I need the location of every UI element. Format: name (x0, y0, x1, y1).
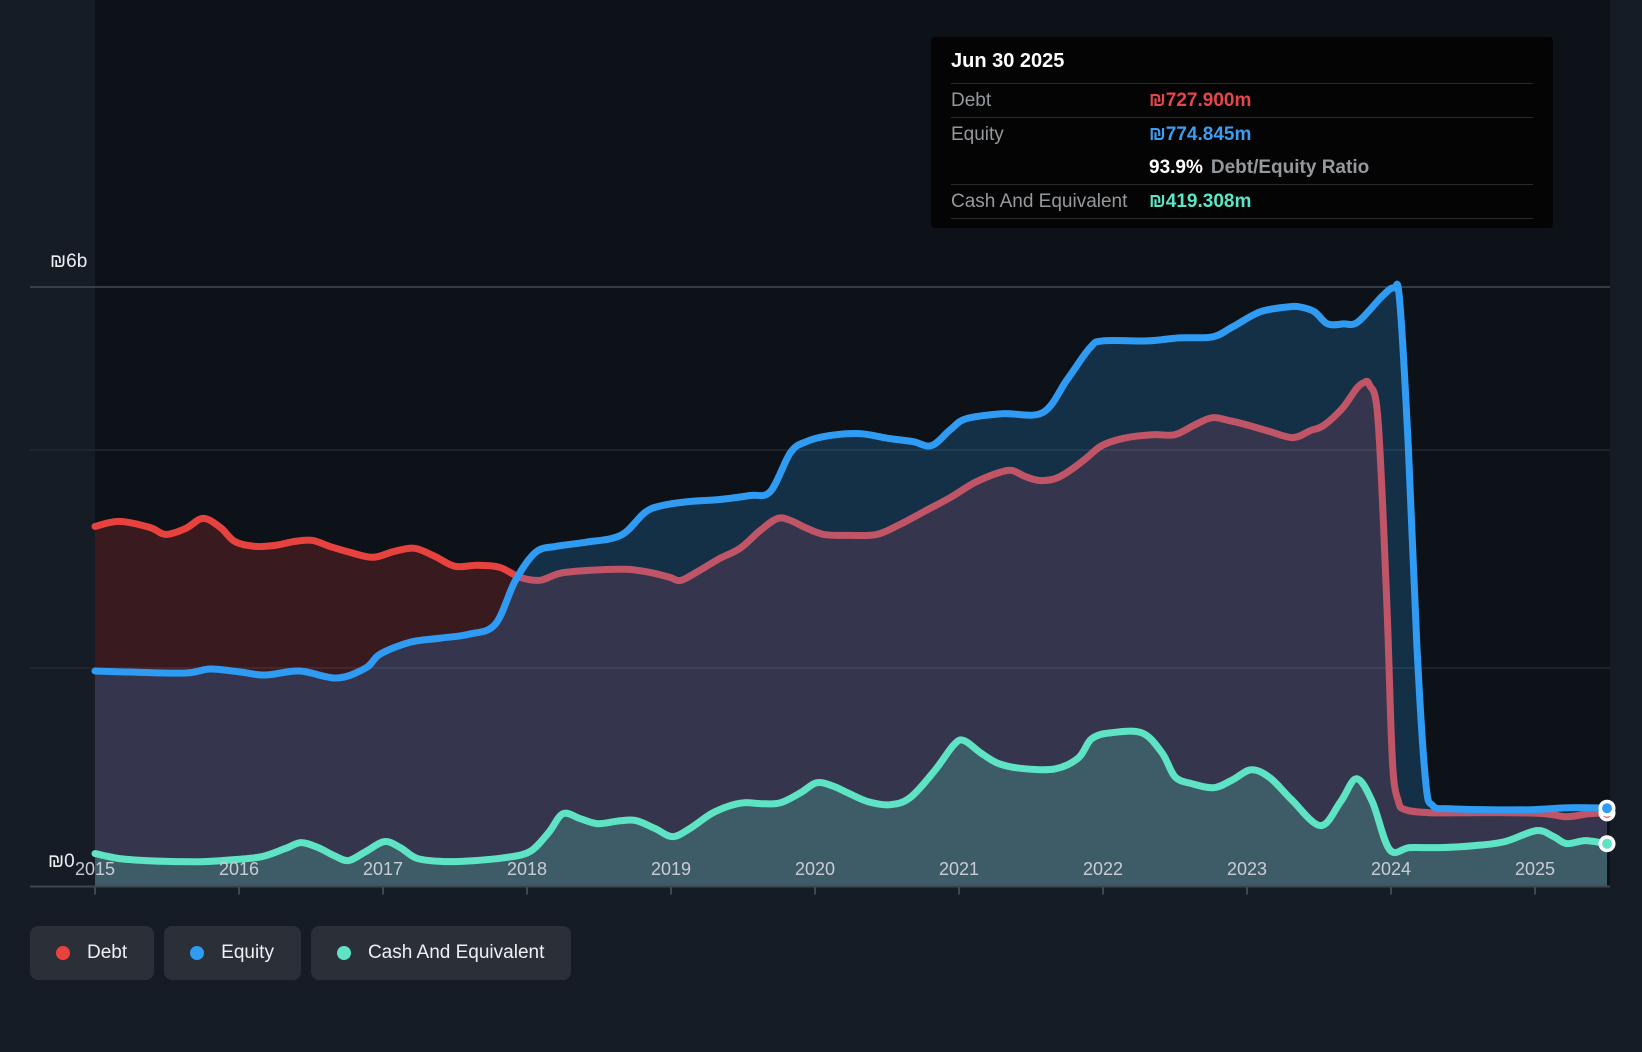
series-line-equity (91, 280, 1611, 814)
tooltip-ratio-label: Debt/Equity Ratio (1210, 156, 1370, 178)
x-axis-label-2024: 2024 (1370, 859, 1412, 879)
tooltip-debt-value: ₪727.900m (1149, 89, 1252, 111)
legend-pill-cash[interactable]: Cash And Equivalent (310, 926, 572, 980)
legend-pill-debt[interactable]: Debt (30, 926, 155, 980)
tooltip-equity-label: Equity (951, 123, 1004, 145)
legend: Debt Equity Cash And Equivalent (30, 926, 572, 980)
x-axis-label-2015: 2015 (74, 859, 116, 879)
legend-debt-label: Debt (87, 942, 128, 963)
x-axis-label-2020: 2020 (794, 859, 836, 879)
debt-series-dot-icon (56, 946, 70, 960)
x-axis-label-2018: 2018 (506, 859, 548, 879)
series-area-debt (95, 381, 1607, 886)
cash-series-dot-icon (336, 946, 351, 960)
y-axis-label-6b: ₪6b (50, 251, 88, 272)
x-axis-label-2022: 2022 (1082, 859, 1124, 879)
tooltip-date: Jun 30 2025 (951, 37, 1533, 84)
x-axis-label-2017: 2017 (362, 859, 404, 879)
series-area-cash-and-equivalent (95, 731, 1607, 886)
y-axis-label-0: ₪0 (48, 851, 75, 872)
series-area-equity (95, 284, 1607, 886)
x-axis-label-2023: 2023 (1226, 859, 1268, 879)
x-axis-label-2021: 2021 (938, 859, 980, 879)
tooltip-row-cash: Cash And Equivalent ₪419.308m (951, 185, 1533, 219)
tooltip-equity-value: ₪774.845m (1149, 123, 1252, 145)
legend-cash-label: Cash And Equivalent (367, 942, 545, 963)
tooltip-panel: Jun 30 2025 Debt ₪727.900m Equity ₪774.8… (931, 37, 1553, 228)
legend-equity-label: Equity (221, 942, 274, 963)
x-axis-label-2019: 2019 (650, 859, 692, 879)
tooltip-row-debt: Debt ₪727.900m (951, 84, 1533, 118)
equity-series-dot-icon (190, 946, 205, 960)
tooltip-cash-label: Cash And Equivalent (951, 190, 1128, 212)
series-line-cash-and-equivalent (91, 727, 1611, 866)
tooltip-debt-label: Debt (951, 89, 992, 111)
x-axis-label-2025: 2025 (1514, 859, 1556, 879)
series-line-debt (91, 377, 1611, 821)
x-axis-label-2016: 2016 (218, 859, 260, 879)
tooltip-row-ratio: 93.9% Debt/Equity Ratio (951, 151, 1533, 185)
end-marker-cash-and-equivalent (1602, 838, 1612, 849)
tooltip-cash-value: ₪419.308m (1149, 190, 1252, 212)
tooltip-ratio-value: 93.9% (1149, 156, 1203, 178)
legend-pill-equity[interactable]: Equity (164, 926, 301, 980)
end-marker-equity (1602, 803, 1612, 814)
tooltip-row-equity: Equity ₪774.845m (951, 118, 1533, 151)
